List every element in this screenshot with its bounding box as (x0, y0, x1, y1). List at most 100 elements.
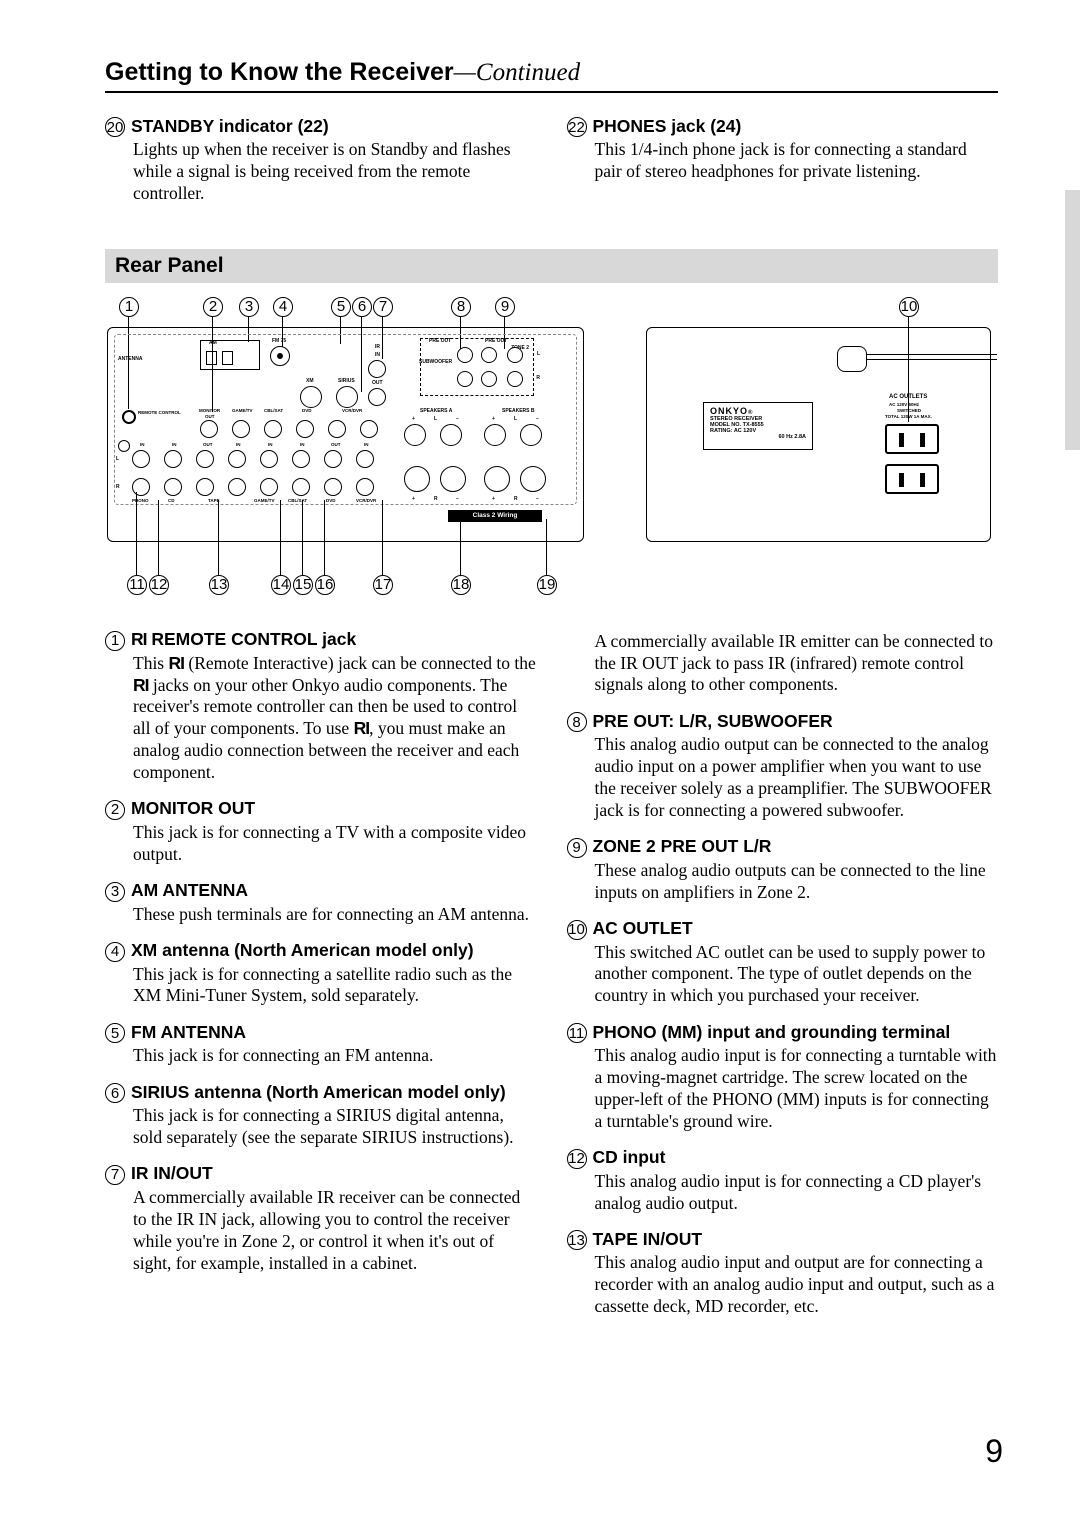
remote-jack (122, 410, 136, 424)
callout-8: 8 (451, 297, 471, 317)
item-title: XM antenna (North American model only) (131, 940, 474, 961)
v-vcr-in (360, 420, 378, 438)
cord (867, 354, 997, 360)
item-body: A commercially available IR receiver can… (133, 1187, 537, 1275)
sl-out1: OUT (203, 442, 213, 447)
am-terminal1 (206, 351, 217, 365)
callout-6: 6 (352, 297, 372, 317)
callout-18: 18 (451, 575, 471, 595)
label-l: L (537, 351, 540, 357)
item-title: IR IN/OUT (131, 1163, 213, 1184)
aj (132, 478, 150, 496)
item-body-standby: Lights up when the receiver is on Standb… (133, 139, 537, 205)
callout-14: 14 (271, 575, 291, 595)
line (280, 500, 281, 575)
prong (920, 433, 925, 447)
item-title: AM ANTENNA (131, 880, 248, 901)
audio-l: L (116, 456, 119, 462)
pl3: + (412, 496, 415, 502)
callout-11: 11 (127, 575, 147, 595)
label-am: AM (209, 340, 217, 346)
item-num: 4 (105, 942, 125, 962)
callout-19: 19 (537, 575, 557, 595)
item-num: 7 (105, 1165, 125, 1185)
callout-16: 16 (315, 575, 335, 595)
preout-l (457, 347, 473, 363)
aj (228, 450, 246, 468)
ri-icon: RI (354, 718, 370, 738)
sl-in1: IN (140, 442, 145, 447)
top-left-col: 20 STANDBY indicator (22) Lights up when… (105, 115, 537, 219)
callout-3: 3 (239, 297, 259, 317)
ll1: L (434, 416, 437, 422)
item-body: These push terminals are for connecting … (133, 904, 537, 926)
label-cbl: CBL/SAT (264, 408, 283, 413)
v-dvd (296, 420, 314, 438)
item-body: This switched AC outlet can be used to s… (595, 942, 999, 1008)
sl-in2: IN (172, 442, 177, 447)
label-antenna: ANTENNA (118, 356, 142, 362)
label-ir-out: OUT (372, 380, 383, 386)
label-mon-out: OUT (205, 414, 215, 419)
item-body: This jack is for connecting an FM antenn… (133, 1045, 537, 1067)
item-num: 10 (567, 920, 587, 940)
aj (356, 478, 374, 496)
label-ir-in: IN (375, 352, 380, 358)
item: 10AC OUTLETThis switched AC outlet can b… (567, 918, 999, 1008)
item-title: RI REMOTE CONTROL jack (131, 629, 356, 650)
dot (277, 353, 283, 359)
line (218, 500, 219, 575)
item-phones: 22 PHONES jack (24) This 1/4-inch phone … (567, 115, 999, 183)
line (546, 519, 547, 575)
label-cbl2: CBL/SAT (288, 498, 307, 503)
cord-grommet (837, 346, 867, 372)
line (324, 500, 325, 575)
sp (520, 466, 546, 492)
panel-right: ONKYO® STEREO RECEIVER MODEL NO. TX-8555… (646, 327, 991, 542)
item-title: FM ANTENNA (131, 1022, 246, 1043)
item: 13TAPE IN/OUTThis analog audio input and… (567, 1228, 999, 1318)
aj (132, 450, 150, 468)
label-spk-a: SPEAKERS A (420, 408, 452, 414)
prong (899, 433, 904, 447)
aj (228, 478, 246, 496)
ll2: L (514, 416, 517, 422)
left-col: 1RI REMOTE CONTROL jackThis RI (Remote I… (105, 629, 537, 1332)
item-title: PRE OUT: L/R, SUBWOOFER (593, 711, 833, 732)
xm-jack (300, 386, 322, 408)
item-body: This jack is for connecting a satellite … (133, 964, 537, 1008)
label-ir: IR (375, 344, 380, 350)
ri-icon: RI (133, 675, 149, 695)
panel-left: ANTENNA AM FM 75 XM SIRIUS IR IN OUT (107, 327, 584, 542)
label-remote: REMOTE CONTROL (138, 410, 181, 415)
ir-out-jack (368, 388, 386, 406)
item-title-phones: PHONES jack (24) (593, 116, 742, 137)
sp (520, 424, 542, 446)
zone2-r (481, 371, 497, 387)
title-bar: Getting to Know the Receiver—Continued (105, 58, 998, 93)
item: 4 XM antenna (North American model only) T… (105, 940, 537, 1008)
sp (440, 424, 462, 446)
pl1: + (412, 416, 415, 422)
prong (899, 473, 904, 487)
aj (164, 478, 182, 496)
callout-17: 17 (373, 575, 393, 595)
rr2: R (514, 496, 518, 502)
item-num-22: 22 (567, 117, 587, 137)
v-cbl (264, 420, 282, 438)
sl-in6: IN (364, 442, 369, 447)
item-num: 1 (105, 631, 125, 651)
item-num: 2 (105, 800, 125, 820)
callout-2: 2 (203, 297, 223, 317)
v-vcr-out (328, 420, 346, 438)
aj (356, 450, 374, 468)
sl-out2: OUT (331, 442, 341, 447)
page-number: 9 (985, 1433, 1003, 1470)
mn3: − (456, 496, 459, 502)
sp (440, 466, 466, 492)
label-phono: PHONO (132, 498, 149, 503)
aj (324, 478, 342, 496)
item-title: PHONO (MM) input and grounding terminal (593, 1022, 951, 1043)
item: 3AM ANTENNAThese push terminals are for … (105, 880, 537, 926)
preout-r (457, 371, 473, 387)
